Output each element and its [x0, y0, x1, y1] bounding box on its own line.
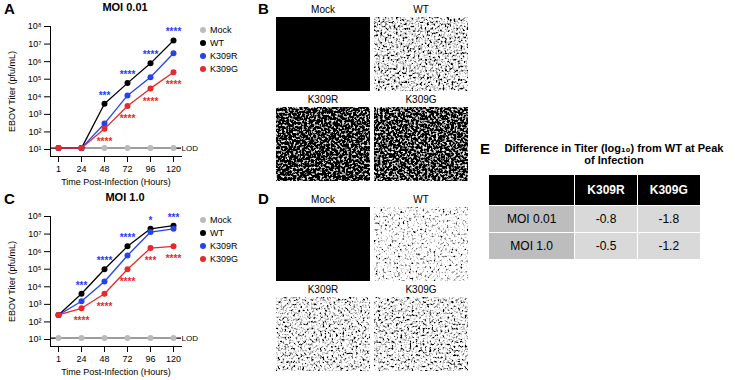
svg-text:Time Post-Infection (Hours): Time Post-Infection (Hours) — [61, 177, 171, 187]
html-text:MOI 0.01: MOI 0.01 — [102, 1, 148, 13]
svg-text:****: **** — [97, 301, 113, 312]
html-text:D: D — [258, 190, 269, 207]
svg-text:LOD: LOD — [182, 334, 199, 343]
svg-text:10⁶: 10⁶ — [28, 247, 42, 257]
svg-text:1: 1 — [56, 354, 61, 364]
svg-text:****: **** — [166, 253, 182, 264]
svg-text:***: *** — [99, 90, 111, 101]
html-text:Mock: Mock — [311, 194, 335, 205]
html-text:A: A — [4, 0, 15, 17]
svg-text:10⁵: 10⁵ — [28, 264, 42, 274]
svg-text:****: **** — [120, 113, 136, 124]
svg-text:24: 24 — [76, 164, 86, 174]
html-text:MOI 1.0: MOI 1.0 — [105, 191, 145, 203]
svg-text:****: **** — [166, 26, 182, 37]
svg-text:10¹: 10¹ — [28, 144, 41, 154]
svg-text:****: **** — [97, 255, 113, 266]
svg-text:48: 48 — [99, 164, 109, 174]
svg-text:EBOV Titer (pfu/mL): EBOV Titer (pfu/mL) — [7, 51, 17, 132]
html-text:E: E — [480, 140, 490, 157]
svg-text:****: **** — [143, 49, 159, 60]
html-text:-0.5: -0.5 — [595, 239, 617, 253]
html-text:WT: WT — [210, 38, 224, 48]
html-text:K309R: K309R — [210, 51, 238, 61]
svg-text:***: *** — [168, 212, 180, 223]
svg-text:****: **** — [120, 276, 136, 287]
html-text:K309G: K309G — [405, 94, 437, 105]
svg-text:120: 120 — [166, 354, 181, 364]
svg-text:24: 24 — [76, 354, 86, 364]
svg-text:10²: 10² — [28, 317, 41, 327]
svg-text:72: 72 — [122, 354, 132, 364]
html-text:WT: WT — [413, 194, 429, 205]
svg-text:10⁴: 10⁴ — [28, 282, 42, 292]
html-text:B: B — [258, 0, 269, 17]
svg-text:LOD: LOD — [182, 144, 199, 153]
html-text:-1.2: -1.2 — [658, 239, 680, 253]
svg-text:120: 120 — [166, 164, 181, 174]
svg-text:72: 72 — [122, 164, 132, 174]
html-text:Mock: Mock — [311, 4, 335, 15]
html-text:K309G: K309G — [649, 183, 688, 197]
svg-text:10³: 10³ — [28, 299, 41, 309]
html-text:WT: WT — [210, 228, 224, 238]
svg-text:10⁸: 10⁸ — [28, 211, 42, 221]
svg-text:10¹: 10¹ — [28, 334, 41, 344]
svg-text:***: *** — [145, 255, 157, 266]
svg-text:****: **** — [120, 69, 136, 80]
html-text:-1.8: -1.8 — [658, 212, 680, 226]
svg-text:*: * — [149, 215, 153, 226]
html-text:Mock: Mock — [210, 215, 232, 225]
html-text:MOI 1.0: MOI 1.0 — [510, 239, 553, 253]
svg-text:****: **** — [74, 315, 90, 326]
svg-text:96: 96 — [145, 164, 155, 174]
svg-text:10²: 10² — [28, 127, 41, 137]
svg-text:10⁵: 10⁵ — [28, 74, 42, 84]
html-text:K309R: K309R — [307, 284, 339, 295]
html-text:MOI 0.01: MOI 0.01 — [507, 212, 557, 226]
svg-text:****: **** — [120, 232, 136, 243]
svg-text:10⁷: 10⁷ — [28, 39, 41, 49]
svg-text:10⁴: 10⁴ — [28, 92, 42, 102]
html-text:Mock: Mock — [210, 25, 232, 35]
html-text:Difference in Titer (log₁₀) fr: Difference in Titer (log₁₀) from WT at P… — [504, 142, 724, 166]
html-text:WT: WT — [413, 4, 429, 15]
svg-text:1: 1 — [56, 164, 61, 174]
html-text:C: C — [4, 190, 15, 207]
svg-text:10³: 10³ — [28, 109, 41, 119]
svg-text:****: **** — [143, 96, 159, 107]
svg-text:10⁸: 10⁸ — [28, 21, 42, 31]
svg-text:10⁶: 10⁶ — [28, 57, 42, 67]
html-text:K309G: K309G — [210, 64, 238, 74]
svg-text:Time Post-Infection (Hours): Time Post-Infection (Hours) — [61, 367, 171, 377]
html-text:K309G: K309G — [210, 254, 238, 264]
svg-text:****: **** — [166, 79, 182, 90]
svg-text:EBOV Titer (pfu/mL): EBOV Titer (pfu/mL) — [7, 241, 17, 322]
svg-text:48: 48 — [99, 354, 109, 364]
svg-text:***: *** — [76, 280, 88, 291]
html-text:K309R: K309R — [307, 94, 339, 105]
svg-text:96: 96 — [145, 354, 155, 364]
svg-text:****: **** — [97, 136, 113, 147]
html-text:K309R: K309R — [587, 183, 625, 197]
svg-text:10⁷: 10⁷ — [28, 229, 41, 239]
html-text:K309G: K309G — [405, 284, 437, 295]
html-text:-0.8: -0.8 — [595, 212, 617, 226]
html-text:K309R: K309R — [210, 241, 238, 251]
